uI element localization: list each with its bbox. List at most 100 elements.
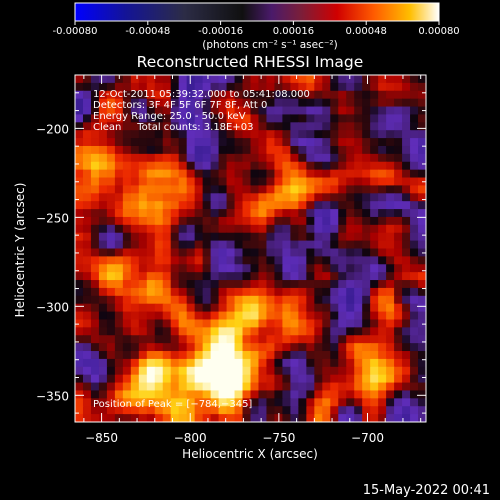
heatmap-cell <box>370 264 379 273</box>
heatmap-cell <box>194 414 204 422</box>
heatmap-cell <box>298 82 307 92</box>
heatmap-cell <box>282 303 291 313</box>
heatmap-cell <box>322 145 331 155</box>
heatmap-cell <box>186 122 196 131</box>
heatmap-cell <box>394 295 403 305</box>
heatmap-cell <box>410 138 419 147</box>
heatmap-cell <box>90 406 100 415</box>
heatmap-cell <box>418 295 426 305</box>
heatmap-cell <box>346 374 355 384</box>
heatmap-cell <box>226 374 236 384</box>
heatmap-cell <box>314 280 323 289</box>
heatmap-cell <box>306 122 315 131</box>
heatmap-cell <box>226 382 236 392</box>
heatmap-cell <box>170 209 180 218</box>
colorbar: -0.00080 -0.00048 -0.00016 0.00016 0.00048 0.… <box>53 2 460 51</box>
heatmap-cell <box>146 161 156 171</box>
heatmap-cell <box>138 185 148 194</box>
heatmap-cell <box>154 319 164 328</box>
heatmap-cell <box>234 209 244 218</box>
heatmap-cell <box>306 272 315 281</box>
heatmap-cell <box>75 216 84 226</box>
heatmap-cell <box>314 390 323 399</box>
heatmap-cell <box>242 264 252 273</box>
heatmap-cell <box>338 130 347 139</box>
heatmap-cell <box>178 114 188 123</box>
heatmap-cell <box>218 201 228 210</box>
heatmap-cell <box>242 114 252 123</box>
heatmap-cell <box>194 106 204 116</box>
heatmap-cell <box>130 390 140 399</box>
heatmap-cell <box>274 327 284 336</box>
heatmap-cell <box>258 169 268 179</box>
heatmap-cell <box>114 272 124 281</box>
heatmap-cell <box>130 287 140 297</box>
heatmap-cell <box>258 303 268 313</box>
heatmap-cell <box>122 319 132 328</box>
heatmap-cell <box>130 240 140 250</box>
heatmap-cell <box>402 138 411 147</box>
heatmap-cell <box>218 216 228 226</box>
heatmap-cell <box>298 161 307 171</box>
heatmap-cell <box>122 390 132 399</box>
heatmap-cell <box>290 224 299 234</box>
heatmap-cell <box>410 224 419 234</box>
heatmap-cell <box>234 224 244 234</box>
heatmap-cell <box>210 343 220 352</box>
heatmap-cell <box>130 311 140 321</box>
heatmap-cell <box>282 169 291 179</box>
heatmap-cell <box>266 240 276 250</box>
heatmap-cell <box>106 161 116 171</box>
heatmap-cell <box>378 382 387 392</box>
heatmap-cell <box>210 287 220 297</box>
heatmap-cell <box>338 224 347 234</box>
heatmap-cell <box>122 216 132 226</box>
heatmap-cell <box>162 343 172 352</box>
heatmap-cell <box>354 185 363 194</box>
heatmap-cell <box>75 161 84 171</box>
heatmap-cell <box>114 358 124 368</box>
heatmap-cell <box>410 248 419 257</box>
heatmap-cell <box>202 90 212 100</box>
annotation-time-range: 12-Oct-2011 05:39:32.000 to 05:41:08.000 <box>93 89 310 100</box>
heatmap-cell <box>258 319 268 328</box>
heatmap-cell <box>402 264 411 273</box>
heatmap-cell <box>250 366 260 376</box>
heatmap-cell <box>210 406 220 415</box>
heatmap-cell <box>146 390 156 399</box>
heatmap-cell <box>266 75 276 84</box>
heatmap-cell <box>322 114 331 123</box>
heatmap-cell <box>362 138 371 147</box>
heatmap-cell <box>82 390 92 399</box>
heatmap-cell <box>298 201 307 210</box>
heatmap-cell <box>338 256 347 265</box>
heatmap-cell <box>138 366 148 376</box>
heatmap-cell <box>122 209 132 218</box>
heatmap-cell <box>106 351 116 360</box>
heatmap-cell <box>98 75 108 84</box>
heatmap-cell <box>210 358 220 368</box>
heatmap-cell <box>410 240 419 250</box>
heatmap-cell <box>170 122 180 131</box>
heatmap-cell <box>106 272 116 281</box>
heatmap-cell <box>114 161 124 171</box>
heatmap-cell <box>370 209 379 218</box>
heatmap-cell <box>274 398 284 407</box>
heatmap-cell <box>186 335 196 344</box>
heatmap-cell <box>370 177 379 187</box>
heatmap-cell <box>394 161 403 171</box>
heatmap-cell <box>282 406 291 415</box>
heatmap-cell <box>242 303 252 313</box>
heatmap-cell <box>234 98 244 108</box>
heatmap-cell <box>290 280 299 289</box>
heatmap-cell <box>242 75 252 84</box>
heatmap-cell <box>322 287 331 297</box>
heatmap-cell <box>378 224 387 234</box>
heatmap-cell <box>290 130 299 139</box>
heatmap-cell <box>370 216 379 226</box>
heatmap-cell <box>82 303 92 313</box>
heatmap-cell <box>378 114 387 123</box>
heatmap-cell <box>378 232 387 242</box>
heatmap-cell <box>258 390 268 399</box>
annotation-clean-counts: Clean Total counts: 3.18E+03 <box>93 122 253 133</box>
